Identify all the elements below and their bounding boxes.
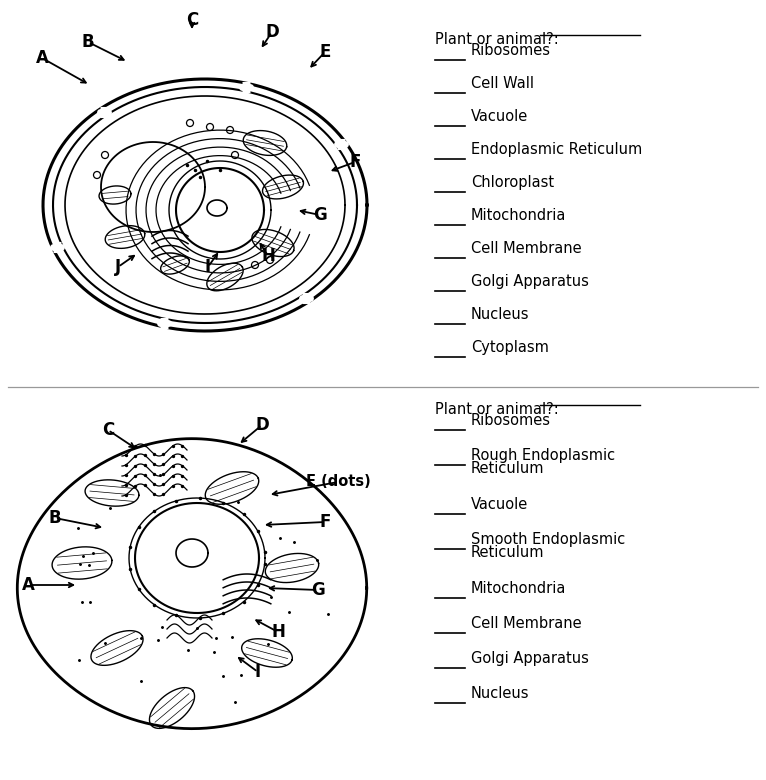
Text: H: H (271, 623, 285, 641)
Text: C: C (186, 11, 198, 29)
Text: A: A (21, 576, 34, 594)
Text: Cell Wall: Cell Wall (471, 76, 534, 91)
Text: Reticulum: Reticulum (471, 545, 545, 560)
Text: Golgi Apparatus: Golgi Apparatus (471, 651, 589, 666)
Text: H: H (261, 247, 275, 265)
Text: F: F (349, 153, 361, 171)
Text: B: B (49, 509, 61, 527)
Text: Nucleus: Nucleus (471, 307, 529, 322)
Text: C: C (102, 421, 114, 439)
Text: Plant or animal?:: Plant or animal?: (435, 32, 558, 47)
Text: I: I (255, 663, 261, 681)
Text: B: B (82, 33, 94, 51)
Text: Reticulum: Reticulum (471, 461, 545, 476)
Text: Ribosomes: Ribosomes (471, 413, 551, 428)
Text: D: D (265, 23, 279, 41)
Text: Cytoplasm: Cytoplasm (471, 340, 549, 355)
Text: Plant or animal?:: Plant or animal?: (435, 402, 558, 417)
Text: Cell Membrane: Cell Membrane (471, 241, 581, 256)
Text: Endoplasmic Reticulum: Endoplasmic Reticulum (471, 142, 642, 157)
Text: G: G (313, 206, 327, 224)
Text: G: G (311, 581, 325, 599)
Text: D: D (255, 416, 269, 434)
Text: Vacuole: Vacuole (471, 109, 529, 124)
Text: Ribosomes: Ribosomes (471, 43, 551, 58)
Text: Rough Endoplasmic: Rough Endoplasmic (471, 448, 615, 463)
Text: Nucleus: Nucleus (471, 686, 529, 701)
Text: A: A (35, 49, 48, 67)
Text: Vacuole: Vacuole (471, 497, 529, 512)
Text: E: E (319, 43, 331, 61)
Text: Mitochondria: Mitochondria (471, 581, 566, 596)
Text: I: I (205, 258, 211, 276)
Text: F: F (319, 513, 331, 531)
Text: Cell Membrane: Cell Membrane (471, 616, 581, 631)
Text: Golgi Apparatus: Golgi Apparatus (471, 274, 589, 289)
Text: E (dots): E (dots) (306, 474, 371, 490)
Text: Smooth Endoplasmic: Smooth Endoplasmic (471, 532, 625, 547)
Text: Chloroplast: Chloroplast (471, 175, 554, 190)
Text: Mitochondria: Mitochondria (471, 208, 566, 223)
Text: J: J (115, 258, 121, 276)
